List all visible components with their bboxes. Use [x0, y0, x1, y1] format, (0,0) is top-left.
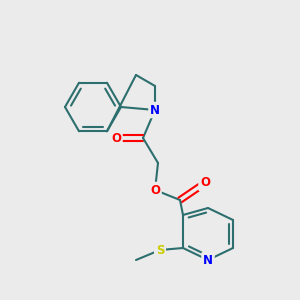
Text: O: O: [111, 131, 121, 145]
Text: S: S: [156, 244, 164, 256]
Text: N: N: [203, 254, 213, 266]
Text: N: N: [150, 103, 160, 116]
Text: O: O: [150, 184, 160, 196]
Text: O: O: [200, 176, 210, 190]
